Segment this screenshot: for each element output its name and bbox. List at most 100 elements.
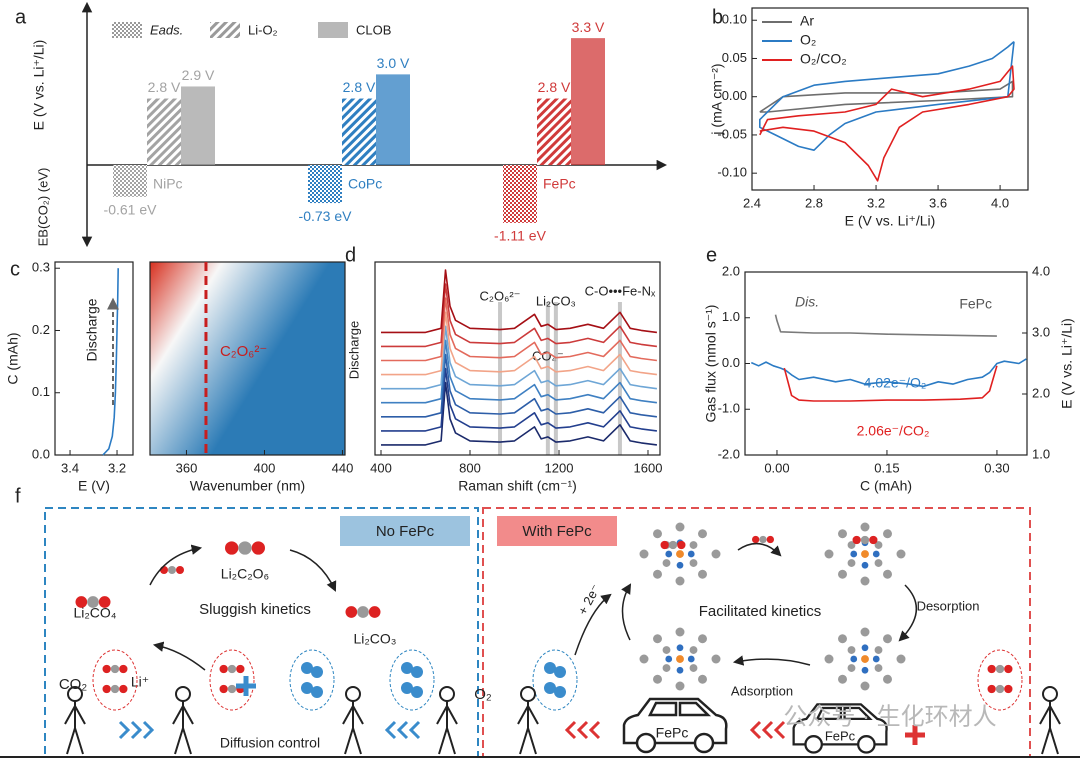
plot-frame (751, 7, 1029, 191)
catalyst (824, 522, 906, 586)
person (517, 686, 539, 755)
x-tick-label: 400 (370, 460, 392, 475)
arrow (898, 584, 918, 642)
molecule (345, 606, 381, 618)
x-tick-label: 2.8 (805, 195, 823, 210)
legend-label: Eads. (150, 22, 183, 37)
x-tick-label: 2.4 (743, 195, 761, 210)
person (436, 686, 458, 755)
car-label: FePc (825, 728, 856, 743)
legend-label: O₂ (800, 32, 816, 48)
molecule (752, 535, 774, 544)
data-line (381, 367, 658, 432)
data-line (759, 40, 1015, 151)
x-tick-label: 0.15 (874, 460, 899, 475)
panel-label: f (15, 485, 21, 507)
value-label: 3.0 V (377, 55, 410, 71)
species: Li₂CO₄ (73, 605, 116, 621)
y2-tick-label: 2.0 (1032, 385, 1050, 400)
y2-tick-label: 1.0 (1032, 446, 1050, 461)
person (172, 686, 194, 755)
panel-label: b (712, 6, 723, 28)
arrow (621, 583, 632, 641)
y2-tick-label: 4.0 (1032, 263, 1050, 278)
y-tick-label: -1.0 (718, 401, 740, 416)
step: Desorption (917, 598, 980, 613)
x-tick-label: 360 (176, 460, 198, 475)
y-axis-label: Discharge (346, 321, 361, 380)
species: Li₂C₂O₆ (221, 566, 269, 582)
x-tick-label: 0.30 (984, 460, 1009, 475)
panel-f: f No FePc With FePc Li₂C₂O₆ Li₂CO₄ Li₂CO… (0, 485, 1080, 758)
x-tick-label: 1600 (634, 460, 663, 475)
bar (571, 38, 605, 165)
person (64, 686, 86, 755)
x-tick-label: 3.2 (867, 195, 885, 210)
annotation: 2.06e⁻/CO₂ (857, 423, 930, 439)
bar (308, 165, 342, 204)
legend-label: Ar (800, 13, 814, 29)
data-line (759, 65, 1015, 182)
plot-frame (149, 261, 346, 456)
arrow (574, 593, 612, 656)
molecule (225, 541, 265, 555)
y2-tick-label: 3.0 (1032, 324, 1050, 339)
bar (342, 98, 376, 165)
bar (503, 165, 537, 223)
annotation: Dis. (795, 294, 819, 310)
x-axis-label: E (V vs. Li⁺/Li) (845, 213, 936, 229)
data-line (381, 353, 658, 418)
balloon (977, 649, 1023, 711)
molecule (102, 664, 128, 674)
value-label: 2.9 V (182, 67, 215, 83)
x-tick-label: 800 (459, 460, 481, 475)
balloon (92, 649, 138, 711)
balloon (532, 649, 578, 711)
panel-label: d (345, 244, 356, 266)
x-axis-label: Wavenumber (nm) (190, 478, 305, 494)
arrow (737, 542, 782, 557)
bar (537, 98, 571, 165)
annotation: 4.02e⁻/O₂ (864, 375, 927, 391)
title-pill (340, 516, 470, 546)
data-line (381, 297, 658, 362)
catalyst (639, 627, 721, 691)
x-tick-label: 1200 (545, 460, 574, 475)
electrons: + 2e⁻ (575, 582, 604, 618)
molecule (987, 684, 1013, 694)
y-tick-label: 0.00 (722, 88, 747, 103)
plot-frame (54, 261, 134, 456)
reference-label: C₂O₆²⁻ (480, 288, 521, 303)
value-label: -0.73 eV (299, 208, 353, 224)
arrow (289, 549, 337, 592)
heatmap (150, 262, 345, 455)
person (342, 686, 364, 755)
legend-swatch (112, 22, 142, 38)
data-line (381, 311, 658, 376)
y-tick-label: -0.10 (717, 165, 747, 180)
arrow (149, 544, 203, 586)
annotation: Discharge (84, 298, 100, 361)
annotation: C₂O₆²⁻ (220, 343, 267, 360)
balloon (209, 649, 255, 711)
x-tick-label: 0.00 (764, 460, 789, 475)
bar (181, 86, 215, 165)
y-tick-label: 0.1 (32, 384, 50, 399)
legend-label: O₂/CO₂ (800, 51, 847, 67)
data-line (750, 358, 1027, 388)
y-tick-label: -0.05 (717, 126, 747, 141)
annotation: FePc (959, 296, 992, 312)
y-tick-label: -2.0 (718, 446, 740, 461)
plus (236, 676, 256, 696)
reference-label: Li₂CO₃ (536, 293, 576, 308)
data-line (381, 381, 658, 446)
y-tick-label: 0.05 (722, 50, 747, 65)
value-label: 2.8 V (148, 79, 181, 95)
step: Adsorption (731, 683, 793, 698)
chevrons (118, 720, 786, 740)
category-label: CoPc (348, 176, 382, 192)
data-line (381, 269, 658, 334)
data-line (381, 325, 658, 390)
molecule (987, 664, 1013, 674)
